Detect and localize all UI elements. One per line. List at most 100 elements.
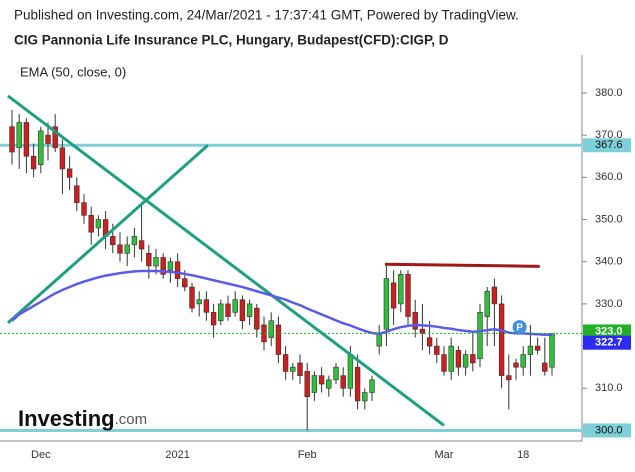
candle-body <box>282 354 289 372</box>
candle-body <box>318 375 325 385</box>
candle-body <box>9 126 15 153</box>
chart-title: CIG Pannonia Life Insurance PLC, Hungary… <box>14 33 449 48</box>
candle-body <box>131 236 138 246</box>
logo-main: Investing <box>18 406 115 431</box>
candle-body <box>347 354 354 389</box>
candle-body <box>412 312 418 330</box>
candle-body <box>23 122 30 157</box>
candle-body <box>419 328 426 334</box>
candle-body <box>225 303 231 317</box>
candle-body <box>542 362 548 372</box>
x-tick-label: Mar <box>435 449 454 461</box>
candle-body <box>405 274 411 317</box>
y-tick-label: 360.0 <box>595 171 623 183</box>
marker <box>512 320 527 335</box>
candle-body <box>498 303 505 376</box>
candle-body <box>527 345 534 355</box>
candle-body <box>182 278 188 288</box>
candle-body <box>138 240 145 250</box>
candle-body <box>448 345 454 372</box>
candle-body <box>376 333 382 347</box>
price-tag <box>583 335 631 350</box>
candle-body <box>477 312 483 360</box>
candle-body <box>362 392 368 402</box>
x-tick-label: Dec <box>31 449 51 461</box>
candle-body <box>484 290 490 317</box>
y-tick-label: 370.0 <box>595 129 623 141</box>
candle-body <box>311 375 318 393</box>
trend-line <box>384 262 540 268</box>
candle-body <box>174 261 181 279</box>
candle-body <box>470 354 476 364</box>
candle-body <box>110 236 116 246</box>
candle-body <box>441 354 447 372</box>
price-tag <box>583 423 631 438</box>
y-tick-label: 350.0 <box>595 213 623 225</box>
candle-body <box>506 375 512 381</box>
candle-body <box>16 122 22 149</box>
candle-body <box>117 244 123 254</box>
candle-body <box>66 168 73 178</box>
indicator-legend: EMA (50, close, 0) <box>20 64 126 79</box>
candle-body <box>232 299 238 313</box>
trend-line <box>6 144 209 325</box>
candle-body <box>210 312 217 326</box>
trend-line <box>7 94 445 427</box>
candle-body <box>304 371 310 398</box>
candle-body <box>297 362 303 376</box>
price-tag-label: 323.0 <box>595 325 623 337</box>
y-tick-label: 330.0 <box>595 298 623 310</box>
candle-body <box>167 261 174 271</box>
x-tick-label: Feb <box>298 449 317 461</box>
candle-body <box>146 252 152 267</box>
candle-body <box>369 379 375 393</box>
price-tag <box>583 138 631 153</box>
candle-body <box>59 147 66 170</box>
y-tick-label: 310.0 <box>595 382 623 394</box>
candle-body <box>534 345 541 351</box>
candle-body <box>246 303 253 317</box>
x-tick-label: 18 <box>517 449 529 461</box>
candle-body <box>513 362 519 368</box>
candle-body <box>398 274 404 305</box>
candle-body <box>340 375 346 389</box>
candle-body <box>160 257 166 275</box>
candle-body <box>520 354 526 368</box>
candle-body <box>239 299 246 322</box>
candle-body <box>203 299 210 313</box>
candle-body <box>196 299 202 305</box>
candle-body <box>326 379 332 389</box>
header: Published on Investing.com, 24/Mar/2021 … <box>14 8 519 23</box>
price-tag-label: 300.0 <box>595 424 623 436</box>
candle-body <box>354 366 361 402</box>
price-tag <box>583 324 631 339</box>
candle-body <box>549 333 555 368</box>
candle-body <box>491 286 498 305</box>
candle-body <box>74 185 80 203</box>
y-tick-label: 340.0 <box>595 256 623 268</box>
candle-body <box>426 337 433 347</box>
marker-label: P <box>516 323 523 334</box>
logo: Investing.com <box>18 406 147 431</box>
candle-body <box>268 320 274 338</box>
candle-body <box>30 155 37 170</box>
candle-body <box>88 215 94 233</box>
candle-body <box>455 350 462 368</box>
candle-body <box>390 282 397 309</box>
candle-body <box>95 219 102 229</box>
candle-body <box>333 366 339 381</box>
candle-body <box>189 286 195 309</box>
candle-body <box>124 244 130 254</box>
candle-body <box>81 202 87 216</box>
candle-body <box>290 366 296 372</box>
candle-body <box>45 134 51 144</box>
x-tick-label: 2021 <box>165 449 189 461</box>
logo-suffix: .com <box>115 411 148 428</box>
candle-body <box>275 324 282 355</box>
y-tick-label: 380.0 <box>595 87 623 99</box>
candle-body <box>218 303 224 322</box>
candle-body <box>52 126 58 149</box>
price-tag-label: 367.6 <box>595 139 623 151</box>
candle-body <box>383 278 390 330</box>
